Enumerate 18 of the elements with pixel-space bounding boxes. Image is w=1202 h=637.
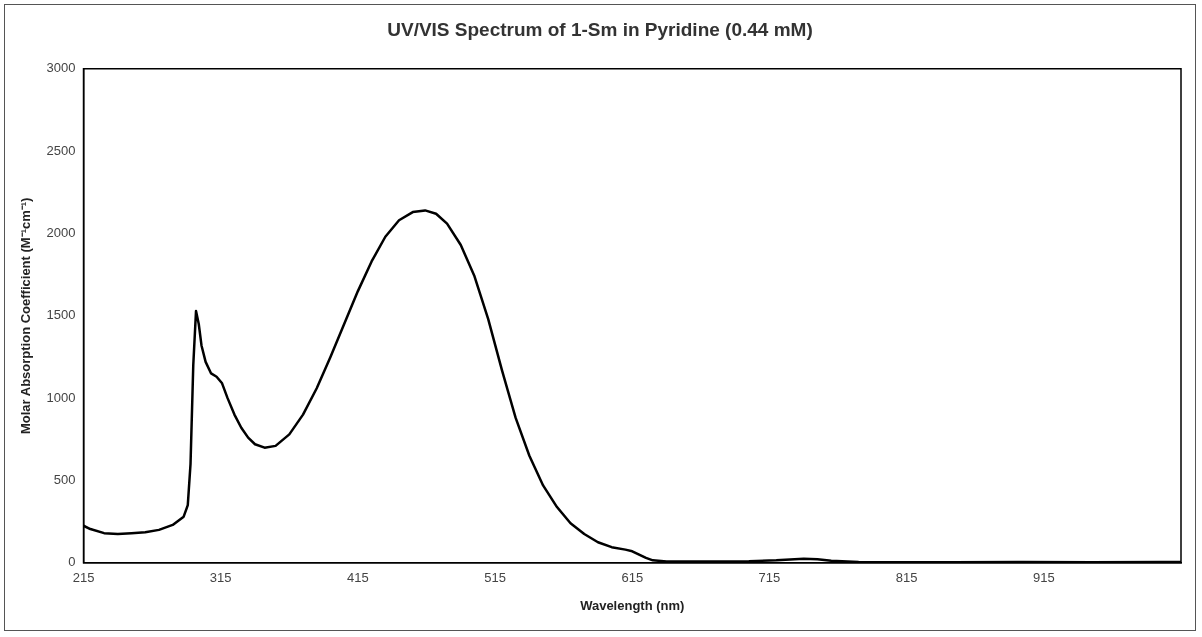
x-tick-label: 515 [484,570,506,586]
x-tick-label: 615 [621,570,644,586]
x-axis-title: Wavelength (nm) [580,597,685,613]
chart-title: UV/VIS Spectrum of 1-Sm in Pyridine (0.44 mM) [386,19,814,41]
y-tick-label: 500 [53,472,76,488]
y-tick-label: 1500 [46,307,76,323]
x-tick-label: 415 [347,570,369,586]
x-tick-label: 315 [209,570,232,586]
y-tick-label: 0 [68,554,76,570]
y-tick-label: 2000 [46,225,76,241]
y-axis-title: Molar Absorption Coefficient (M⁻¹cm⁻¹) [18,197,34,435]
y-tick-label: 2500 [46,142,76,158]
y-tick-label: 1000 [46,389,76,405]
y-tick-label: 3000 [46,60,76,76]
x-tick-label: 815 [895,570,918,586]
x-tick-label: 915 [1032,570,1055,586]
x-tick-label: 215 [72,570,95,586]
x-tick-label: 715 [758,570,781,586]
